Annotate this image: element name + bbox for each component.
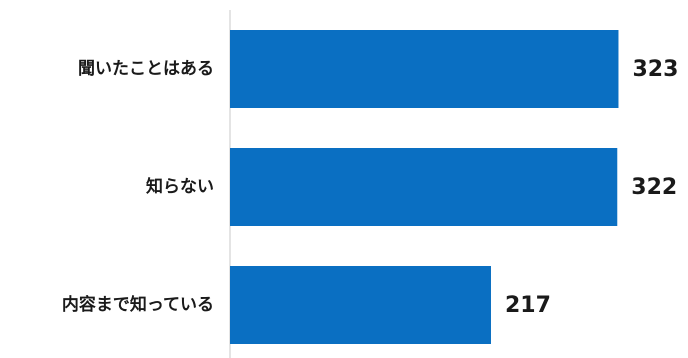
value-label-0: 323	[632, 57, 678, 82]
bar-0	[230, 30, 619, 108]
category-label-0: 聞いたことはある	[78, 59, 214, 79]
bar-2	[230, 266, 491, 344]
bars-group	[230, 30, 619, 344]
value-labels: 323 322 217	[505, 57, 678, 318]
value-label-2: 217	[505, 293, 551, 318]
value-label-1: 322	[631, 175, 677, 200]
bar-1	[230, 148, 618, 226]
category-label-2: 内容まで知っている	[62, 294, 214, 315]
category-label-1: 知らない	[145, 176, 214, 197]
